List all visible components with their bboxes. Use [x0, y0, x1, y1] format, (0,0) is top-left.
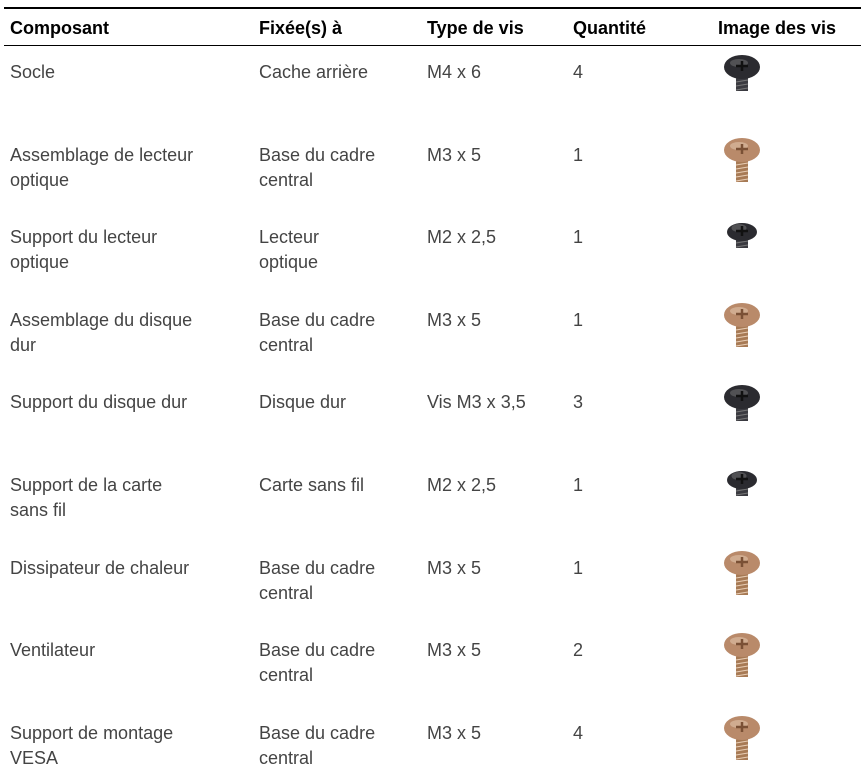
- table-cell: optique: [10, 168, 69, 192]
- table-cell: central: [259, 746, 313, 770]
- table-cell: M4 x 6: [427, 60, 481, 84]
- table-cell: 2: [573, 638, 583, 662]
- table-cell: M3 x 5: [427, 721, 481, 745]
- table-cell: Base du cadre: [259, 308, 375, 332]
- table-cell: Base du cadre: [259, 721, 375, 745]
- table-cell: 4: [573, 60, 583, 84]
- table-cell: Assemblage du disque: [10, 308, 192, 332]
- table-cell: Dissipateur de chaleur: [10, 556, 189, 580]
- table-cell: Support du disque dur: [10, 390, 187, 414]
- table-cell: Support du lecteur: [10, 225, 157, 249]
- table-cell: sans fil: [10, 498, 66, 522]
- table-cell: 1: [573, 143, 583, 167]
- table-cell: M3 x 5: [427, 308, 481, 332]
- table-cell: 1: [573, 473, 583, 497]
- screw-image: [717, 218, 767, 278]
- table-cell: Cache arrière: [259, 60, 368, 84]
- table-cell: Base du cadre: [259, 556, 375, 580]
- table-cell: M3 x 5: [427, 143, 481, 167]
- column-header: Quantité: [573, 16, 646, 40]
- table-cell: dur: [10, 333, 36, 357]
- table-cell: M2 x 2,5: [427, 473, 496, 497]
- table-cell: Assemblage de lecteur: [10, 143, 193, 167]
- table-cell: 3: [573, 390, 583, 414]
- table-cell: optique: [259, 250, 318, 274]
- table-cell: Carte sans fil: [259, 473, 364, 497]
- table-cell: Lecteur: [259, 225, 319, 249]
- table-cell: 1: [573, 308, 583, 332]
- table-cell: central: [259, 168, 313, 192]
- table-cell: Disque dur: [259, 390, 346, 414]
- column-header: Composant: [10, 16, 109, 40]
- table-cell: optique: [10, 250, 69, 274]
- table-cell: Support de montage: [10, 721, 173, 745]
- table-cell: central: [259, 333, 313, 357]
- column-header: Image des vis: [718, 16, 836, 40]
- table-cell: Vis M3 x 3,5: [427, 390, 526, 414]
- top-rule: [4, 7, 861, 9]
- table-cell: Support de la carte: [10, 473, 162, 497]
- table-cell: Base du cadre: [259, 143, 375, 167]
- table-cell: central: [259, 663, 313, 687]
- screw-image: [717, 383, 767, 443]
- table-cell: central: [259, 581, 313, 605]
- header-rule: [4, 45, 861, 46]
- table-cell: M2 x 2,5: [427, 225, 496, 249]
- table-cell: Base du cadre: [259, 638, 375, 662]
- table-cell: 1: [573, 225, 583, 249]
- column-header: Fixée(s) à: [259, 16, 342, 40]
- table-cell: 4: [573, 721, 583, 745]
- table-cell: M3 x 5: [427, 638, 481, 662]
- screw-image: [717, 136, 767, 196]
- screw-image: [717, 301, 767, 361]
- screw-image: [717, 53, 767, 113]
- screw-image: [717, 466, 767, 526]
- table-cell: Socle: [10, 60, 55, 84]
- screw-image: [717, 714, 767, 774]
- column-header: Type de vis: [427, 16, 524, 40]
- table-cell: Ventilateur: [10, 638, 95, 662]
- page: Composant Fixée(s) à Type de vis Quantité Im…: [0, 0, 861, 782]
- table-cell: M3 x 5: [427, 556, 481, 580]
- table-cell: 1: [573, 556, 583, 580]
- table-cell: VESA: [10, 746, 58, 770]
- screw-image: [717, 549, 767, 609]
- screw-image: [717, 631, 767, 691]
